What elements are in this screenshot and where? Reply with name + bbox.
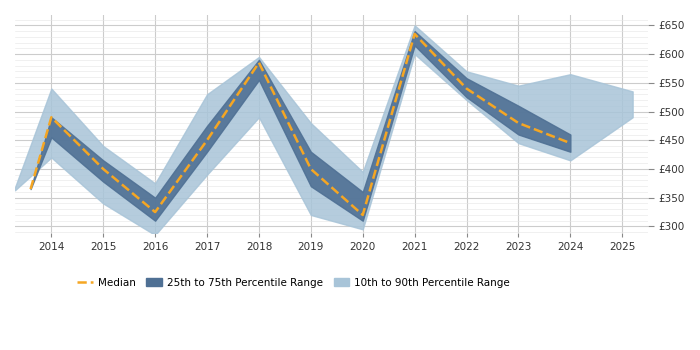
Legend: Median, 25th to 75th Percentile Range, 10th to 90th Percentile Range: Median, 25th to 75th Percentile Range, 1…	[73, 273, 514, 292]
